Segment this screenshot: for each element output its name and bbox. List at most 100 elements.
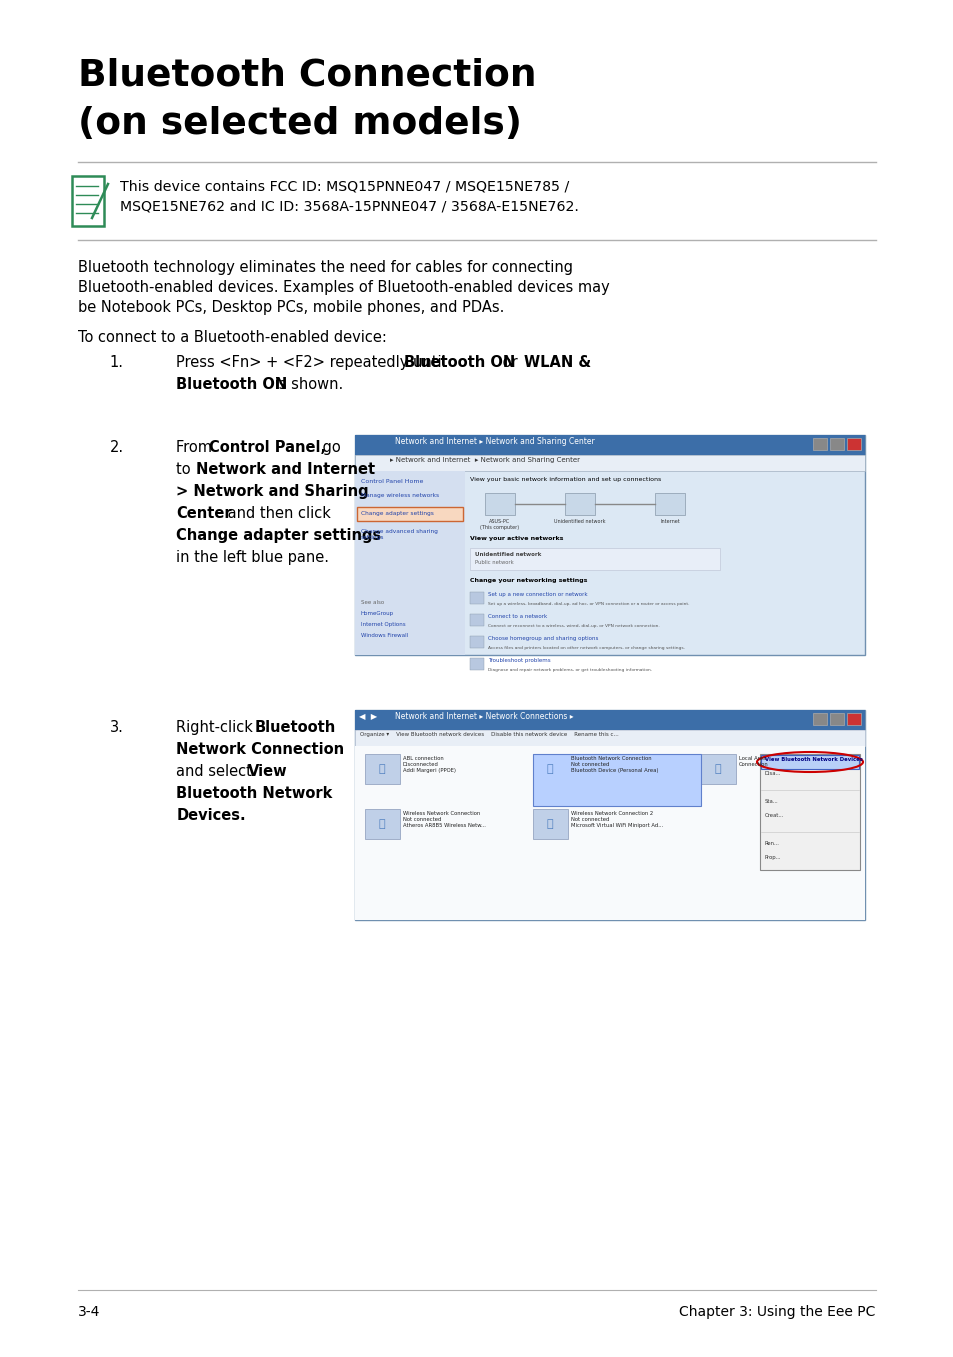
Text: and then click: and then click xyxy=(223,506,331,521)
Text: Unidentified network: Unidentified network xyxy=(554,518,605,524)
Bar xyxy=(760,754,858,769)
Text: Chapter 3: Using the Eee PC: Chapter 3: Using the Eee PC xyxy=(679,1305,875,1319)
Text: Bluetooth Network Connection
Not connected
Bluetooth Device (Personal Area): Bluetooth Network Connection Not connect… xyxy=(571,756,658,772)
Bar xyxy=(655,493,684,516)
Text: Set up a wireless, broadband, dial-up, ad hoc, or VPN connection or a router or : Set up a wireless, broadband, dial-up, a… xyxy=(488,603,689,607)
Bar xyxy=(365,754,399,784)
Bar xyxy=(355,710,864,730)
Text: Change adapter settings: Change adapter settings xyxy=(360,512,434,516)
Text: Disa...: Disa... xyxy=(764,771,781,776)
Text: 🖥: 🖥 xyxy=(546,764,553,773)
Text: 🖥: 🖥 xyxy=(714,764,720,773)
Text: This device contains FCC ID: MSQ15PNNE047 / MSQE15NE785 /: This device contains FCC ID: MSQ15PNNE04… xyxy=(120,180,569,194)
Bar xyxy=(846,712,861,725)
Text: Center: Center xyxy=(176,506,232,521)
Text: From: From xyxy=(176,440,217,455)
Bar xyxy=(533,754,700,806)
Text: MSQE15NE762 and IC ID: 3568A-15PNNE047 / 3568A-E15NE762.: MSQE15NE762 and IC ID: 3568A-15PNNE047 /… xyxy=(120,199,578,214)
Text: to: to xyxy=(176,461,195,478)
Bar xyxy=(355,436,864,455)
Text: Local Area
Connection: Local Area Connection xyxy=(739,756,768,767)
Text: View your basic network information and set up connections: View your basic network information and … xyxy=(470,478,660,482)
Text: Change advanced sharing
settings: Change advanced sharing settings xyxy=(360,529,437,540)
Bar xyxy=(355,455,864,471)
Text: Diagnose and repair network problems, or get troubleshooting information.: Diagnose and repair network problems, or… xyxy=(488,668,652,672)
Text: Manage wireless networks: Manage wireless networks xyxy=(360,493,438,498)
Text: Press <Fn> + <F2> repeatedly until: Press <Fn> + <F2> repeatedly until xyxy=(176,356,451,370)
Text: Unidentified network: Unidentified network xyxy=(475,552,540,556)
Text: Bluetooth Network: Bluetooth Network xyxy=(176,786,333,801)
Text: Network Connection: Network Connection xyxy=(176,742,344,757)
Bar xyxy=(760,754,859,870)
Text: Public network: Public network xyxy=(475,560,514,565)
Text: Network and Internet: Network and Internet xyxy=(195,461,375,478)
Text: Choose homegroup and sharing options: Choose homegroup and sharing options xyxy=(488,636,598,641)
Text: 1.: 1. xyxy=(110,356,124,370)
Text: Set up a new connection or network: Set up a new connection or network xyxy=(488,592,587,597)
Text: Internet: Internet xyxy=(659,518,679,524)
Text: Devices.: Devices. xyxy=(176,807,246,822)
Text: Change adapter settings: Change adapter settings xyxy=(176,528,381,543)
Text: Bluetooth: Bluetooth xyxy=(254,721,335,735)
Text: Bluetooth-enabled devices. Examples of Bluetooth-enabled devices may: Bluetooth-enabled devices. Examples of B… xyxy=(78,280,609,294)
Text: View Bluetooth Network Devices: View Bluetooth Network Devices xyxy=(764,757,862,763)
Text: ◀  ▶: ◀ ▶ xyxy=(358,712,376,721)
Bar xyxy=(355,436,864,655)
Text: (on selected models): (on selected models) xyxy=(78,106,521,142)
Bar xyxy=(470,636,483,649)
Bar xyxy=(829,438,843,451)
Text: Control Panel,: Control Panel, xyxy=(209,440,326,455)
Text: Creat...: Creat... xyxy=(764,813,783,818)
Text: WLAN &: WLAN & xyxy=(523,356,590,370)
Bar xyxy=(533,809,567,839)
Bar xyxy=(700,754,735,784)
Bar xyxy=(812,712,826,725)
Text: 2.: 2. xyxy=(110,440,124,455)
Text: 3.: 3. xyxy=(110,721,124,735)
Bar xyxy=(355,730,864,746)
Bar xyxy=(355,471,464,655)
Text: Network and Internet ▸ Network and Sharing Center: Network and Internet ▸ Network and Shari… xyxy=(395,437,594,446)
Bar xyxy=(365,809,399,839)
Bar xyxy=(470,592,483,604)
Text: ABL connection
Disconnected
Addi Margeri (PPOE): ABL connection Disconnected Addi Margeri… xyxy=(402,756,456,772)
Bar xyxy=(470,613,483,626)
Text: Network and Internet ▸ Network Connections ▸: Network and Internet ▸ Network Connectio… xyxy=(395,712,573,721)
Bar xyxy=(812,438,826,451)
Bar xyxy=(484,493,515,516)
Text: or: or xyxy=(497,356,521,370)
Text: Windows Firewall: Windows Firewall xyxy=(360,632,408,638)
Bar xyxy=(356,508,462,521)
Text: Internet Options: Internet Options xyxy=(360,622,405,627)
Text: Bluetooth ON: Bluetooth ON xyxy=(403,356,515,370)
Text: Wireless Network Connection
Not connected
Atheros AR8B5 Wireless Netw...: Wireless Network Connection Not connecte… xyxy=(402,811,485,828)
Bar xyxy=(71,176,104,227)
Bar xyxy=(470,658,483,670)
Text: Wireless Network Connection 2
Not connected
Microsoft Virtual WiFi Miniport Ad..: Wireless Network Connection 2 Not connec… xyxy=(571,811,662,828)
Bar xyxy=(470,548,720,570)
Text: in the left blue pane.: in the left blue pane. xyxy=(176,550,329,565)
Text: be Notebook PCs, Desktop PCs, mobile phones, and PDAs.: be Notebook PCs, Desktop PCs, mobile pho… xyxy=(78,300,504,315)
Text: To connect to a Bluetooth-enabled device:: To connect to a Bluetooth-enabled device… xyxy=(78,330,387,345)
Bar xyxy=(533,754,567,784)
Text: View your active networks: View your active networks xyxy=(470,536,563,541)
Text: Control Panel Home: Control Panel Home xyxy=(360,479,423,484)
Text: Right-click: Right-click xyxy=(176,721,257,735)
Text: Prop...: Prop... xyxy=(764,855,781,860)
Text: 3-4: 3-4 xyxy=(78,1305,100,1319)
Text: View: View xyxy=(248,764,287,779)
Text: and select: and select xyxy=(176,764,256,779)
Text: ASUS-PC
(This computer): ASUS-PC (This computer) xyxy=(480,518,519,529)
Bar xyxy=(355,746,864,920)
Bar xyxy=(355,710,864,920)
Text: Connect or reconnect to a wireless, wired, dial-up, or VPN network connection.: Connect or reconnect to a wireless, wire… xyxy=(488,624,659,628)
Text: Access files and printers located on other network computers, or change sharing : Access files and printers located on oth… xyxy=(488,646,684,650)
Bar xyxy=(846,438,861,451)
Text: See also: See also xyxy=(360,600,384,605)
Text: 🖥: 🖥 xyxy=(378,764,385,773)
Bar xyxy=(564,493,595,516)
Text: Bluetooth technology eliminates the need for cables for connecting: Bluetooth technology eliminates the need… xyxy=(78,261,573,275)
Text: Bluetooth Connection: Bluetooth Connection xyxy=(78,58,537,94)
Bar xyxy=(829,712,843,725)
Text: go: go xyxy=(318,440,340,455)
